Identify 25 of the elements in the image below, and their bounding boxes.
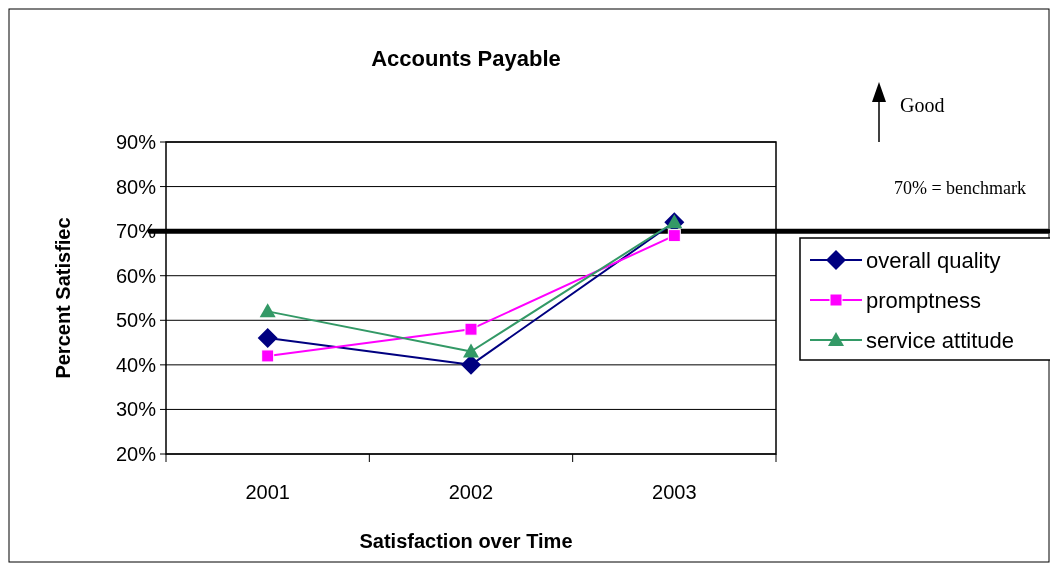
y-axis-title: Percent Satisfiec: [52, 217, 74, 379]
y-tick-label: 60%: [115, 264, 157, 287]
point: [464, 322, 478, 336]
chart-title: Accounts Payable: [371, 46, 561, 71]
y-tick-label: 50%: [115, 309, 157, 332]
x-tick-label: 2003: [652, 481, 697, 503]
ref-line-label: 70% = benchmark: [893, 178, 1027, 198]
y-tick-label: 40%: [115, 353, 157, 376]
point: [461, 354, 481, 375]
point: [257, 328, 278, 349]
legend-label: service attitude: [866, 327, 1014, 353]
y-tick-label: 20%: [115, 443, 157, 465]
point: [463, 343, 479, 358]
y-tick-label: 30%: [115, 398, 157, 421]
x-axis-title: Satisfaction over Time: [359, 530, 573, 552]
legend-label: overall quality: [866, 247, 1001, 273]
y-tick-label: 80%: [115, 175, 157, 198]
point: [667, 229, 681, 243]
x-tick-label: 2001: [245, 481, 290, 503]
legend-label: promptness: [866, 287, 981, 313]
y-tick-label: 90%: [115, 131, 157, 153]
x-tick-label: 2002: [448, 481, 494, 503]
text: Good: [900, 94, 945, 116]
point: [259, 303, 276, 318]
point: [261, 349, 275, 363]
